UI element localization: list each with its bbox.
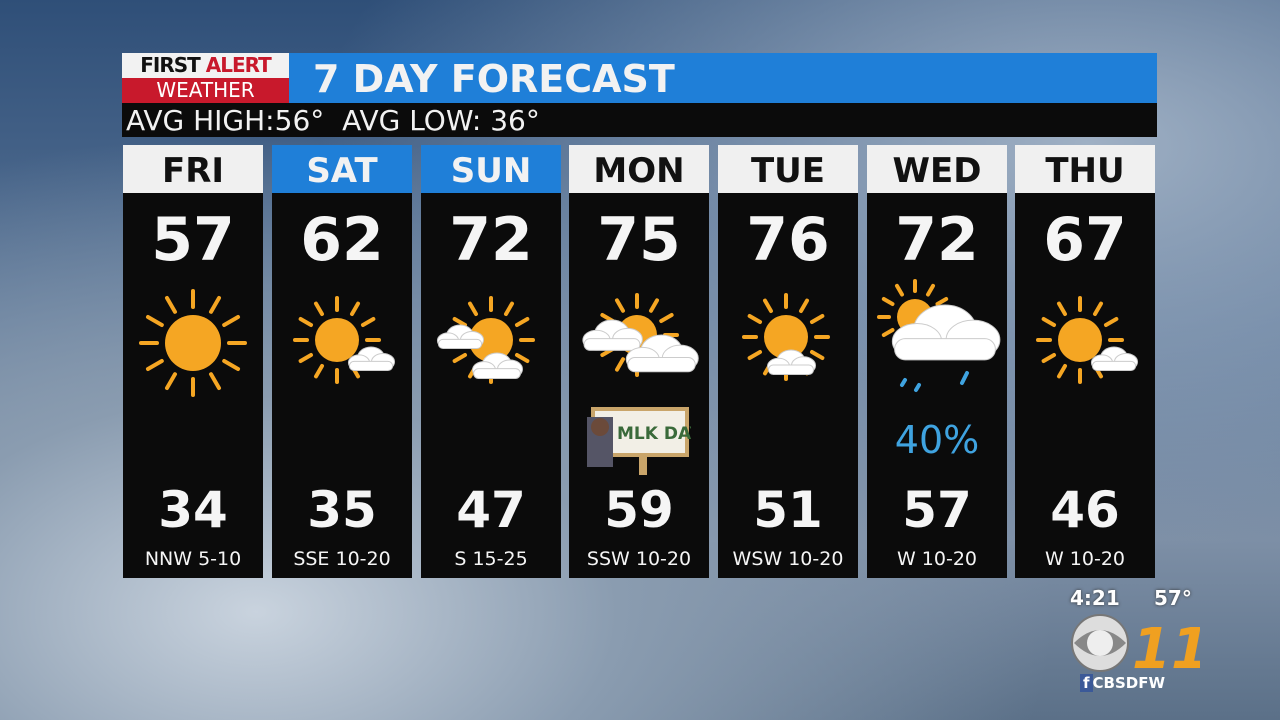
wind: W 10-20: [896, 548, 978, 570]
rain-icon: [877, 279, 1001, 392]
high-temp: 75: [597, 205, 681, 275]
low-temp: 46: [1050, 481, 1120, 539]
station-handle: f CBSDFW: [1080, 674, 1165, 692]
wind: SSE 10-20: [293, 548, 391, 570]
high-temp: 67: [1043, 205, 1127, 275]
low-temp: 51: [753, 481, 823, 539]
wind: SSW 10-20: [586, 548, 692, 570]
day-label: TUE: [718, 145, 858, 193]
forecast-day-thu: THU 67 46 W 10-20: [1015, 145, 1155, 578]
avg-high-value: 56°: [274, 104, 325, 137]
avg-low-value: 36°: [490, 104, 540, 137]
mostly-cloudy-icon: [582, 293, 699, 377]
channel-number: 11: [1132, 617, 1200, 674]
mlk-day-badge: MLK DAY: [587, 407, 702, 475]
day-label: SUN: [421, 145, 561, 193]
day-label: WED: [867, 145, 1007, 193]
low-temp: 47: [456, 481, 526, 539]
high-temp: 72: [895, 205, 979, 275]
avg-high-label: AVG HIGH:: [126, 104, 275, 137]
first-alert-weather-logo: FIRST ALERT WEATHER: [122, 53, 289, 103]
precip-chance: 40%: [894, 418, 980, 462]
logo-first: FIRST: [140, 53, 201, 77]
forecast-day-sat: SAT 62 35 SSE 10-20: [272, 145, 412, 578]
averages-bar: AVG HIGH:56° AVG LOW: 36°: [122, 103, 1157, 137]
sunny-icon: [139, 289, 247, 397]
wind: W 10-20: [1044, 548, 1126, 570]
forecast-day-mon: MON 75 MLK DAY 59 SSW 10-20: [569, 145, 709, 578]
logo-weather: WEATHER: [122, 78, 289, 103]
partly-sunny-icon: [742, 293, 830, 381]
low-temp: 59: [604, 481, 674, 539]
logo-alert: ALERT: [205, 53, 272, 77]
mostly-sunny-icon: [293, 296, 396, 384]
station-time: 4:21: [1070, 586, 1120, 610]
avg-low-label: AVG LOW:: [342, 104, 482, 137]
high-temp: 72: [449, 205, 533, 275]
cbs-11-logo-icon: 11: [1071, 614, 1200, 674]
wind: WSW 10-20: [732, 548, 844, 570]
low-temp: 35: [307, 481, 377, 539]
day-label: THU: [1015, 145, 1155, 193]
day-label: SAT: [272, 145, 412, 193]
page-title: 7 DAY FORECAST: [289, 53, 1157, 103]
forecast-day-tue: TUE 76 51 WSW 10-20: [718, 145, 858, 578]
wind: NNW 5-10: [144, 548, 242, 570]
station-temp: 57°: [1154, 586, 1192, 610]
day-label: MON: [569, 145, 709, 193]
partly-cloudy-icon: [436, 296, 535, 384]
low-temp: 57: [902, 481, 972, 539]
day-label: FRI: [123, 145, 263, 193]
forecast-day-wed: WED 72 40% 57 W 10-20: [867, 145, 1007, 578]
low-temp: 34: [158, 481, 228, 539]
forecast-day-fri: FRI 57 34 NNW 5-10: [123, 145, 263, 578]
badge-text: MLK DAY: [617, 424, 691, 444]
mostly-sunny-icon: [1036, 296, 1139, 384]
high-temp: 62: [300, 205, 384, 275]
high-temp: 57: [151, 205, 235, 275]
forecast-day-sun: SUN 72 47 S 15-25: [421, 145, 561, 578]
wind: S 15-25: [454, 548, 528, 570]
facebook-icon: f: [1080, 674, 1093, 692]
high-temp: 76: [746, 205, 830, 275]
